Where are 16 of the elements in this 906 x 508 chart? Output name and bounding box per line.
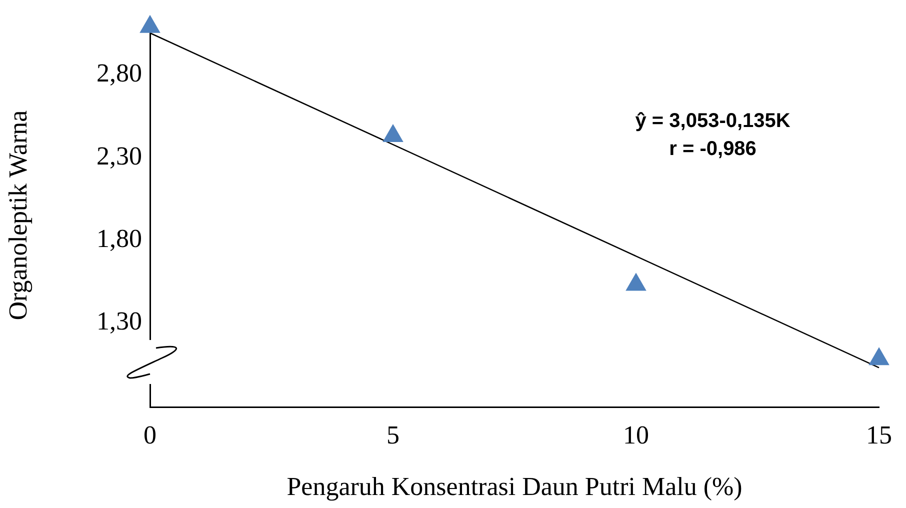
y-tick-label: 2,30 — [96, 141, 142, 170]
annotation: ŷ = 3,053-0,135K — [635, 110, 791, 132]
y-tick-label: 1,80 — [96, 224, 142, 253]
x-tick-label: 15 — [866, 420, 892, 450]
x-tick-label: 0 — [144, 420, 156, 450]
point — [626, 273, 646, 291]
y-tick-label: 2,80 — [96, 58, 142, 88]
y-tick-label: 1,30 — [96, 306, 142, 336]
x-tick-label: 5 — [386, 420, 400, 450]
point — [140, 15, 160, 33]
point — [382, 124, 404, 142]
x-axis-title: Pengaruh Konsentrasi Daun Putri Malu (%) — [286, 472, 742, 502]
y-axis-title: Organoleptik Warna — [3, 110, 32, 320]
x-tick-label: 10 — [623, 420, 649, 450]
annotation: r = -0,986 — [669, 138, 756, 160]
point — [868, 348, 890, 366]
